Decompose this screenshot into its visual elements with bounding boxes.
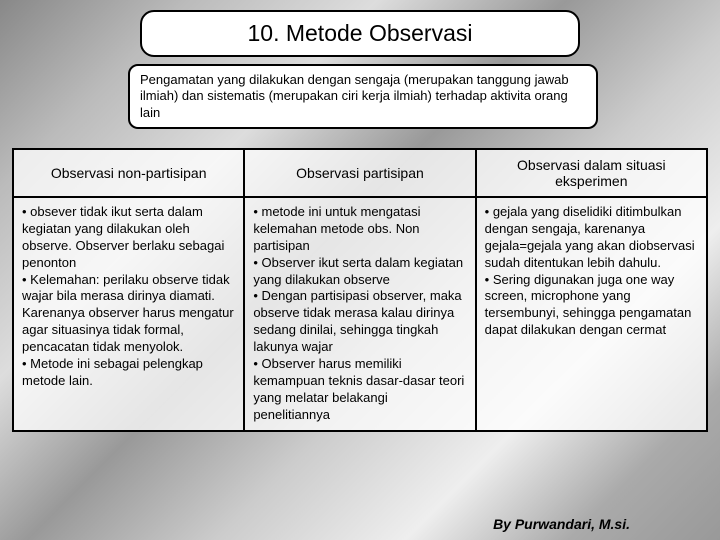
cell-eksperimen: • gejala yang diselidiki ditimbulkan den… (476, 197, 707, 431)
description-text: Pengamatan yang dilakukan dengan sengaja… (140, 72, 569, 120)
header-partisipan: Observasi partisipan (244, 149, 475, 197)
page-title: 10. Metode Observasi (247, 20, 472, 46)
table-header-row: Observasi non-partisipan Observasi parti… (13, 149, 707, 197)
description-box: Pengamatan yang dilakukan dengan sengaja… (128, 64, 598, 129)
observation-table: Observasi non-partisipan Observasi parti… (12, 148, 708, 432)
table-row: • obsever tidak ikut serta dalam kegiata… (13, 197, 707, 431)
cell-partisipan: • metode ini untuk mengatasi kelemahan m… (244, 197, 475, 431)
header-nonpartisipan: Observasi non-partisipan (13, 149, 244, 197)
footer-author: By Purwandari, M.si. (493, 516, 630, 532)
title-box: 10. Metode Observasi (140, 10, 580, 57)
header-eksperimen: Observasi dalam situasi eksperimen (476, 149, 707, 197)
cell-nonpartisipan: • obsever tidak ikut serta dalam kegiata… (13, 197, 244, 431)
